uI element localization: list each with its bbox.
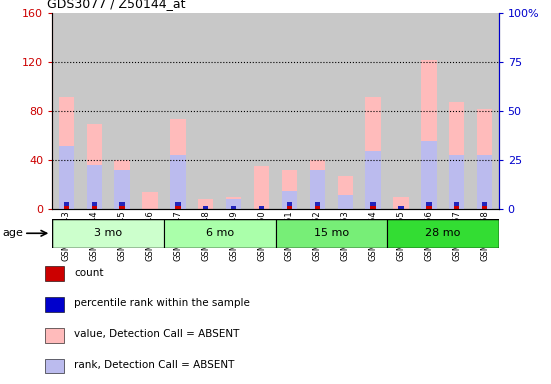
- Bar: [276, 219, 387, 248]
- Bar: [454, 202, 460, 205]
- Bar: [80, 13, 108, 209]
- Bar: [338, 176, 353, 209]
- Bar: [287, 205, 292, 209]
- Text: 15 mo: 15 mo: [314, 228, 349, 238]
- Bar: [226, 200, 241, 209]
- Bar: [120, 202, 125, 205]
- Bar: [415, 13, 443, 209]
- Bar: [254, 166, 269, 209]
- Bar: [387, 13, 415, 209]
- Bar: [58, 97, 74, 209]
- Bar: [315, 205, 320, 209]
- Bar: [52, 219, 164, 248]
- Bar: [175, 202, 181, 205]
- Text: 28 mo: 28 mo: [425, 228, 461, 238]
- Bar: [192, 13, 220, 209]
- Bar: [115, 161, 129, 209]
- Bar: [359, 13, 387, 209]
- Bar: [120, 205, 125, 209]
- Bar: [310, 170, 325, 209]
- Bar: [136, 13, 164, 209]
- Bar: [63, 205, 69, 209]
- Bar: [387, 219, 499, 248]
- Bar: [304, 13, 331, 209]
- Bar: [45, 297, 64, 312]
- Bar: [198, 200, 213, 209]
- Bar: [115, 170, 129, 209]
- Bar: [108, 13, 136, 209]
- Text: 3 mo: 3 mo: [94, 228, 122, 238]
- Bar: [422, 60, 436, 209]
- Bar: [87, 165, 102, 209]
- Bar: [365, 97, 381, 209]
- Bar: [52, 13, 80, 209]
- Bar: [477, 156, 493, 209]
- Bar: [365, 151, 381, 209]
- Bar: [482, 205, 488, 209]
- Bar: [471, 13, 499, 209]
- Text: count: count: [74, 268, 104, 278]
- Bar: [331, 13, 359, 209]
- Bar: [276, 13, 304, 209]
- Bar: [482, 202, 488, 205]
- Bar: [443, 13, 471, 209]
- Bar: [226, 197, 241, 209]
- Bar: [287, 202, 292, 205]
- Bar: [259, 205, 264, 209]
- Bar: [449, 156, 464, 209]
- Bar: [247, 13, 276, 209]
- Bar: [164, 219, 276, 248]
- Bar: [175, 205, 181, 209]
- Bar: [45, 266, 64, 281]
- Bar: [142, 192, 158, 209]
- Text: GDS3077 / Z50144_at: GDS3077 / Z50144_at: [47, 0, 185, 10]
- Bar: [338, 195, 353, 209]
- Bar: [370, 202, 376, 205]
- Bar: [422, 141, 436, 209]
- Bar: [91, 205, 97, 209]
- Bar: [310, 161, 325, 209]
- Bar: [315, 202, 320, 205]
- Bar: [231, 205, 236, 209]
- Text: rank, Detection Call = ABSENT: rank, Detection Call = ABSENT: [74, 360, 235, 370]
- Bar: [63, 202, 69, 205]
- Bar: [426, 202, 431, 205]
- Bar: [398, 205, 404, 209]
- Bar: [91, 202, 97, 205]
- Bar: [58, 146, 74, 209]
- Bar: [426, 205, 431, 209]
- Bar: [220, 13, 247, 209]
- Bar: [203, 205, 208, 209]
- Text: percentile rank within the sample: percentile rank within the sample: [74, 298, 250, 308]
- Bar: [449, 101, 464, 209]
- Bar: [45, 328, 64, 343]
- Bar: [282, 191, 297, 209]
- Text: age: age: [3, 228, 24, 238]
- Bar: [393, 197, 409, 209]
- Bar: [477, 109, 493, 209]
- Text: 6 mo: 6 mo: [206, 228, 234, 238]
- Bar: [170, 119, 186, 209]
- Bar: [87, 124, 102, 209]
- Bar: [170, 156, 186, 209]
- Bar: [282, 170, 297, 209]
- Bar: [45, 359, 64, 373]
- Bar: [164, 13, 192, 209]
- Text: value, Detection Call = ABSENT: value, Detection Call = ABSENT: [74, 329, 240, 339]
- Bar: [370, 205, 376, 209]
- Bar: [454, 205, 460, 209]
